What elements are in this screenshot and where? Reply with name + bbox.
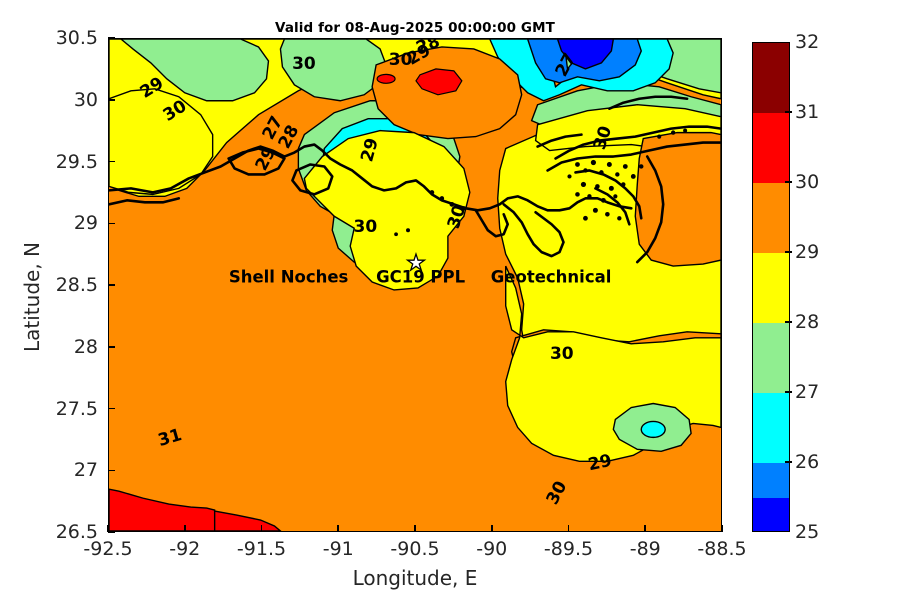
colorbar-band: [753, 498, 789, 531]
colorbar-band: [753, 43, 789, 113]
colorbar-tick-label: 29: [795, 241, 820, 263]
contour-label: 30: [549, 343, 574, 364]
colorbar-tick-mark: [785, 461, 792, 463]
x-tick-label: -92.5: [83, 538, 133, 560]
x-tick-label: -92: [169, 538, 201, 560]
y-tick-label: 29.5: [55, 150, 98, 173]
y-tick-label: 30: [73, 88, 98, 111]
contour-label: 30: [292, 53, 316, 74]
inland-detail-1: [574, 169, 643, 220]
band-27-28-southeast-core: [640, 420, 666, 439]
colorbar-band: [753, 393, 789, 463]
coastline-barrier-islands: [227, 147, 286, 176]
band-29-30-mid-tongue: [303, 129, 471, 291]
station-star-icon: ★: [405, 250, 426, 276]
band-31-southwest-lobe: [109, 488, 216, 531]
x-tick-label: -90.5: [390, 538, 440, 560]
station-label[interactable]: Shell Noches: [228, 267, 349, 287]
band-30-31-right-patch: [634, 131, 721, 267]
contour-field-svg: [109, 39, 721, 531]
x-axis-title: Longitude, E: [352, 566, 478, 590]
band-29-30-west-tongue: [109, 88, 214, 196]
lake-pontchartrain: [291, 163, 334, 196]
coastline-louisiana-main: [109, 143, 633, 212]
map-plot-area[interactable]: 29 30 30 27 28 29 28 30 29 27 29 30 30 30 30 29 30 31 Shel…: [108, 38, 722, 532]
coastline-mississippi-sound: [554, 125, 721, 160]
colorbar-band: [753, 253, 789, 323]
contour-label: 30: [353, 216, 378, 237]
colorbar-tick-label: 30: [795, 171, 820, 193]
coastline-west-chenier: [109, 197, 181, 206]
colorbar-tick-label: 27: [795, 381, 820, 403]
coastline-birdfoot: [502, 203, 565, 258]
colorbar-band: [753, 183, 789, 253]
y-axis-title: Latitude, N: [20, 242, 44, 352]
colorbar-tick-label: 26: [795, 451, 820, 473]
y-tick-label: 27: [73, 459, 98, 482]
colorbar-tick-mark: [785, 391, 792, 393]
colorbar-tick-mark: [785, 181, 792, 183]
x-tick-label: -90: [476, 538, 508, 560]
colorbar-tick-label: 32: [795, 31, 820, 53]
contour-label: 30: [388, 49, 413, 70]
y-tick-label: 26.5: [55, 521, 98, 543]
x-tick-label: -88.5: [697, 538, 747, 560]
x-tick-label: -89.5: [543, 538, 594, 560]
colorbar-tick-label: 31: [795, 101, 820, 123]
band-25-26-ne-core: [556, 39, 615, 70]
x-tick-label: -91.5: [236, 538, 287, 560]
colorbar-tick-mark: [785, 111, 792, 113]
x-tick-label: -89: [629, 538, 661, 560]
coastline-delta-fingers: [474, 209, 509, 238]
river-arc-right: [635, 155, 665, 264]
band-28-29-northcentral: [279, 39, 387, 102]
inland-detail-4: [608, 95, 689, 111]
colorbar-band: [753, 463, 789, 498]
colorbar-band: [753, 113, 789, 183]
station-label[interactable]: Geotechnical: [490, 267, 612, 287]
y-tick-label: 30.5: [55, 27, 98, 49]
band-31-32-north-core-a: [415, 68, 463, 96]
coastline-ms-al-inner: [546, 141, 721, 172]
colorbar-band: [753, 323, 789, 393]
station-label[interactable]: GC19 PPL: [376, 267, 466, 287]
inland-detail-3: [536, 133, 583, 148]
colorbar-tick-mark: [785, 321, 792, 323]
figure-title: Valid for 08-Aug-2025 00:00:00 GMT: [275, 20, 555, 36]
filled-contour-bands: [109, 39, 721, 531]
band-31-32-north-core-b: [376, 73, 396, 84]
inland-detail-2: [594, 187, 631, 226]
colorbar[interactable]: [752, 42, 790, 532]
colorbar-tick-mark: [785, 251, 792, 253]
colorbar-tick-label: 25: [795, 521, 820, 543]
coastline-marsh-stipple: [394, 128, 688, 237]
colorbar-tick-label: 28: [795, 311, 820, 333]
x-tick-label: -91: [322, 538, 354, 560]
band-28-29-northwest: [119, 39, 270, 102]
coastline-overlay: [109, 95, 721, 264]
